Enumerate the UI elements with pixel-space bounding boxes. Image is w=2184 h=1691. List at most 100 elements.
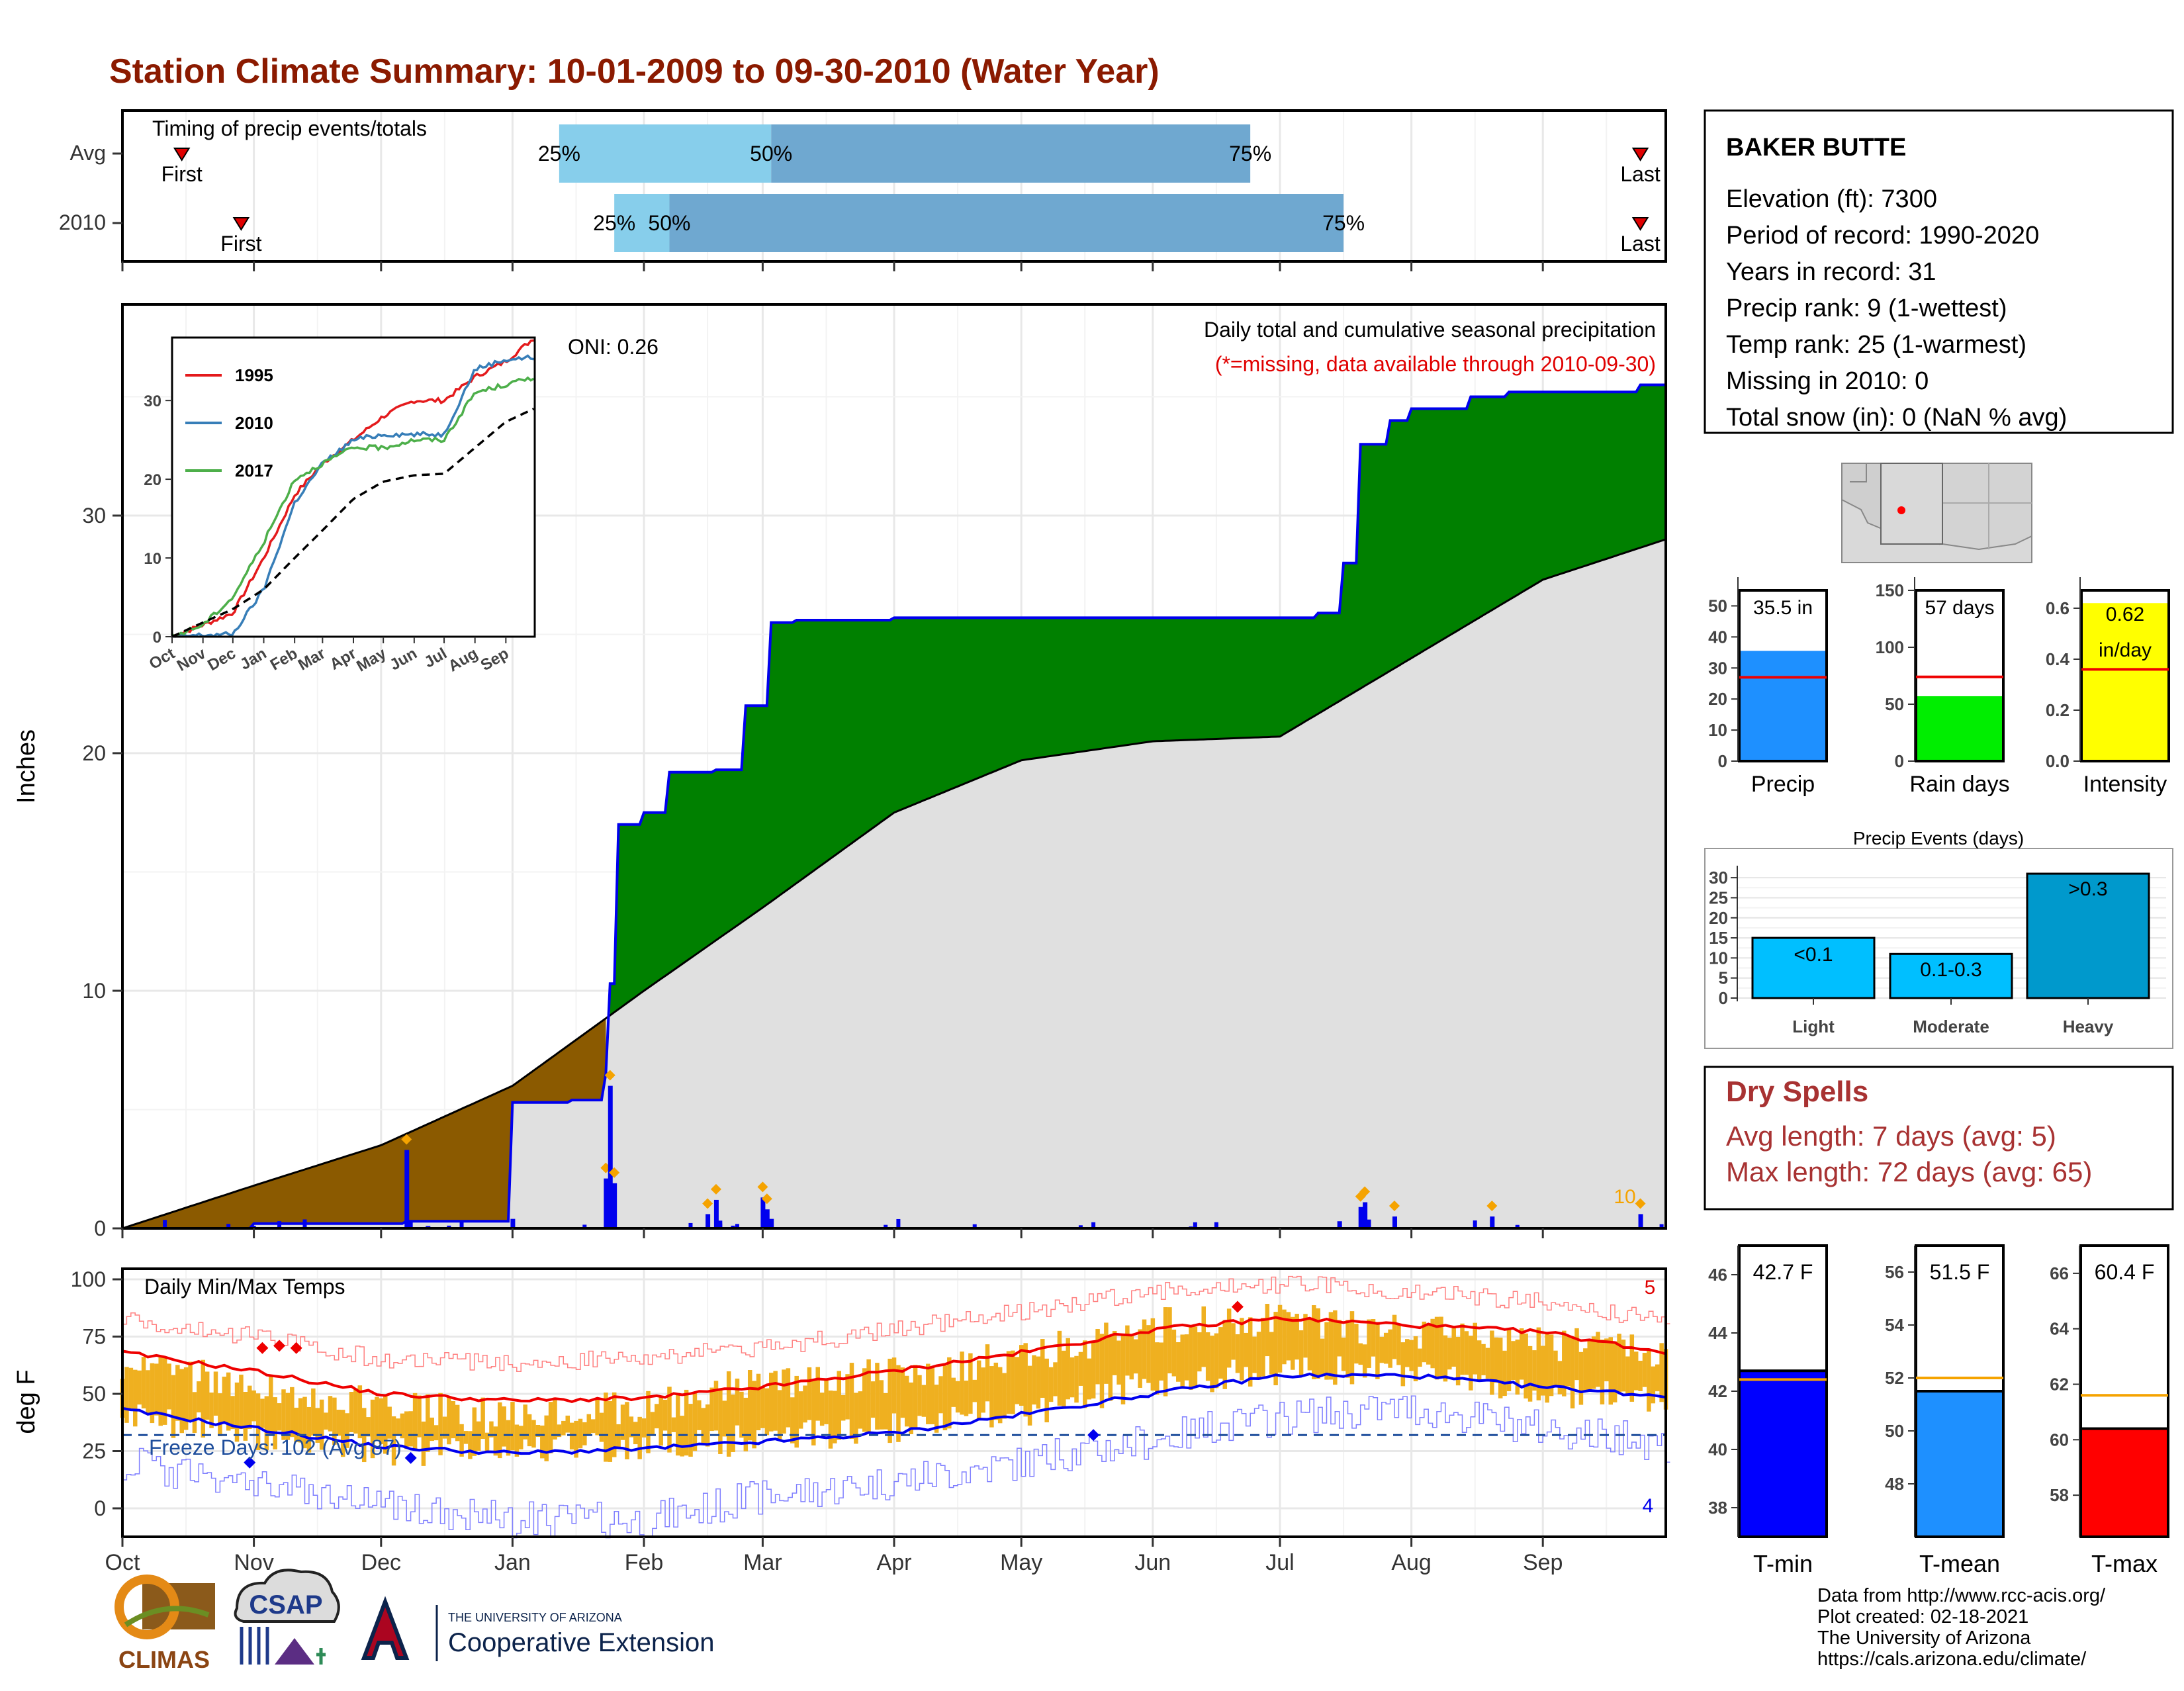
deficit-area <box>126 1018 606 1228</box>
daily-temp-range-bar <box>1485 1348 1490 1379</box>
temp-y-tick-label: 25 <box>82 1440 106 1463</box>
daily-temp-range-bar <box>662 1399 668 1431</box>
daily-temp-range-bar <box>1095 1328 1100 1385</box>
daily-temp-range-bar <box>968 1353 973 1414</box>
daily-precip-bar-small <box>1367 1219 1371 1228</box>
daily-precip-bar-small <box>1078 1225 1083 1228</box>
daily-temp-range-bar <box>421 1421 426 1466</box>
daily-temp-range-bar <box>905 1375 909 1427</box>
daily-temp-range-bar <box>1532 1350 1537 1391</box>
daily-precip-bar-small <box>884 1224 888 1228</box>
daily-temp-range-bar <box>1426 1324 1431 1365</box>
daily-temp-range-bar <box>612 1392 617 1457</box>
daily-temp-range-bar <box>1655 1364 1660 1392</box>
daily-temp-range-bar <box>1574 1328 1579 1381</box>
daily-temp-range-bar <box>650 1412 655 1436</box>
daily-temp-range-bar <box>620 1404 625 1440</box>
daily-temp-range-bar <box>340 1410 345 1457</box>
daily-temp-range-bar <box>909 1382 913 1434</box>
daily-temp-range-bar <box>1596 1332 1600 1387</box>
daily-temp-range-bar <box>294 1407 298 1442</box>
daily-temp-range-bar <box>951 1377 956 1407</box>
daily-temp-range-bar <box>1375 1322 1380 1379</box>
daily-precip-bar-small <box>896 1218 901 1228</box>
tmax-bar-outline <box>2079 1427 2169 1539</box>
daily-temp-range-bar <box>976 1360 981 1420</box>
tmax-value-bar <box>2081 1428 2168 1537</box>
station-name: BAKER BUTTE <box>1726 134 1906 161</box>
inset-series-line <box>171 408 535 638</box>
station-line-period: Period of record: 1990-2020 <box>1726 222 2039 250</box>
daily-temp-range-bar <box>1066 1338 1070 1400</box>
intensity-y-tick-label: 0.4 <box>2046 649 2070 669</box>
precip-y-tick-label: 10 <box>82 979 106 1003</box>
daily-temp-range-bar <box>1647 1348 1651 1412</box>
daily-temp-range-bar <box>548 1402 553 1453</box>
climas-wordmark: CLIMAS <box>118 1646 210 1673</box>
daily-temp-range-bar <box>1316 1308 1320 1379</box>
tmin-bar-outline <box>1738 1369 1828 1538</box>
daily-temp-range-bar <box>459 1424 464 1457</box>
freeze-days-label: Freeze Days: 102 (Avg 87) <box>149 1436 402 1459</box>
temp-y-tick-label: 50 <box>82 1382 106 1406</box>
daily-temp-range-bar <box>1473 1322 1478 1375</box>
daily-temp-range-bar <box>438 1393 443 1455</box>
daily-temp-range-bar <box>590 1419 596 1434</box>
daily-temp-range-bar <box>370 1399 375 1459</box>
daily-temp-range-bar <box>1443 1335 1448 1382</box>
tmin-y-tick-label: 44 <box>1708 1323 1727 1343</box>
daily-temp-range-bar <box>862 1368 867 1432</box>
footer-line-source: Data from http://www.rcc-acis.org/ <box>1817 1585 2106 1606</box>
daily-temp-range-bar <box>1222 1320 1228 1389</box>
daily-temp-range-bar <box>803 1385 807 1423</box>
daily-temp-range-bar <box>641 1418 647 1438</box>
month-axis-label-nov: Nov <box>234 1550 273 1575</box>
daily-temp-range-bar <box>183 1367 189 1430</box>
daily-precip-bar-small <box>769 1225 774 1228</box>
daily-temp-range-bar <box>146 1370 150 1415</box>
inset-legend-label: 2010 <box>235 413 273 433</box>
timing-row-label-2010: 2010 <box>59 210 106 234</box>
ua-small-wordmark: THE UNIVERSITY OF ARIZONA <box>448 1611 622 1624</box>
timing-first-marker <box>173 148 191 161</box>
precip-y-tick-label: 30 <box>1708 658 1727 678</box>
daily-precip-marker <box>1388 1201 1400 1212</box>
timing-last-label: Last <box>1620 232 1661 255</box>
daily-precip-marker <box>1635 1198 1646 1209</box>
daily-temp-range-bar <box>366 1417 371 1437</box>
daily-temp-range-bar <box>934 1385 939 1433</box>
daily-precip-bar-small <box>1490 1219 1494 1228</box>
daily-temp-range-bar <box>426 1394 430 1452</box>
daily-temp-range-bar <box>1078 1351 1083 1386</box>
month-axis-label-apr: Apr <box>877 1550 912 1575</box>
tmax-value-text: 60.4 F <box>2095 1260 2155 1284</box>
daily-precip-bar <box>1363 1202 1368 1228</box>
daily-temp-range-bar <box>960 1351 964 1415</box>
daily-temp-range-bar <box>1434 1316 1439 1380</box>
daily-temp-range-bar <box>1138 1329 1142 1388</box>
daily-temp-range-bar <box>854 1393 858 1444</box>
temp-count-min: 4 <box>1643 1495 1654 1517</box>
inset-series-line <box>171 354 534 638</box>
daily-temp-range-bar <box>1002 1373 1007 1419</box>
daily-temp-range-bar <box>1469 1336 1473 1391</box>
precip-value-bar <box>1739 651 1827 761</box>
daily-temp-range-bar <box>782 1369 786 1434</box>
daily-temp-range-bar <box>158 1355 163 1426</box>
daily-temp-range-bar <box>926 1363 931 1424</box>
inset-y-tick-label: 20 <box>144 471 161 489</box>
daily-temp-range-bar <box>845 1374 850 1420</box>
daily-precip-bar <box>510 1218 516 1228</box>
daily-temp-range-bar <box>1566 1336 1570 1387</box>
daily-temp-range-bar <box>1083 1340 1087 1408</box>
daily-temp-range-bar <box>1354 1324 1359 1364</box>
daily-temp-range-bar <box>777 1390 782 1441</box>
daily-temp-range-bar <box>167 1363 171 1410</box>
tmean-y-tick-label: 54 <box>1885 1315 1904 1335</box>
timing-panel: Timing of precip events/totals Avg 2010 … <box>59 109 1667 271</box>
daily-temp-range-bar <box>510 1402 515 1451</box>
timing-bar-25-50 <box>614 194 670 252</box>
daily-temp-range-bar <box>1481 1344 1486 1375</box>
record-min-line <box>122 1395 1670 1539</box>
